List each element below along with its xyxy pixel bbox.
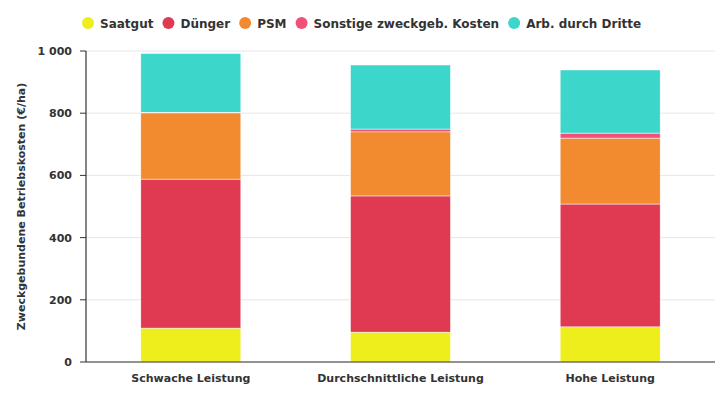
legend-label: Saatgut xyxy=(100,17,154,31)
tick-label: 400 xyxy=(49,232,72,245)
category-label: Schwache Leistung xyxy=(131,372,250,385)
tick-label: 800 xyxy=(49,107,72,120)
tick-label: 1 000 xyxy=(38,45,73,58)
bars xyxy=(141,53,660,362)
tick-mark xyxy=(80,237,86,238)
bar-segment xyxy=(141,179,241,328)
legend-marker xyxy=(296,17,308,29)
category-label: Durchschnittliche Leistung xyxy=(317,372,484,385)
legend-label: Arb. durch Dritte xyxy=(526,17,641,31)
legend-label: Dünger xyxy=(180,17,230,31)
y-axis-title: Zweckgebundene Betriebskosten (€/ha) xyxy=(15,83,28,330)
legend-marker xyxy=(162,17,174,29)
bar-segment xyxy=(141,328,241,362)
legend-marker xyxy=(239,17,251,29)
x-axis xyxy=(86,361,715,362)
bar-segment xyxy=(351,196,451,332)
bar-segment xyxy=(351,332,451,362)
chart: 0 200 400 600 800 1 000 Schwache Leistung Durch… xyxy=(0,0,725,400)
category-label: Hohe Leistung xyxy=(565,372,654,385)
bar-segment xyxy=(560,138,660,204)
bar-segment xyxy=(560,327,660,362)
grid-line xyxy=(86,51,715,52)
bar-segment xyxy=(351,65,451,129)
tick-label: 600 xyxy=(49,169,72,182)
bar-segment xyxy=(141,113,241,179)
legend-marker xyxy=(508,17,520,29)
legend-label: Sonstige zweckgeb. Kosten xyxy=(314,17,500,31)
tick-mark xyxy=(80,299,86,300)
tick-label: 0 xyxy=(64,356,72,369)
y-axis xyxy=(85,51,86,362)
tick-mark xyxy=(80,113,86,114)
tick-mark xyxy=(80,175,86,176)
tick-mark xyxy=(80,51,86,52)
bar-segment xyxy=(560,70,660,133)
tick-mark xyxy=(80,362,86,363)
bar-segment xyxy=(560,204,660,327)
tick-label: 200 xyxy=(49,294,72,307)
bar-segment xyxy=(351,129,451,132)
bar-segment xyxy=(560,133,660,138)
bar-segment xyxy=(351,132,451,196)
legend-marker xyxy=(82,17,94,29)
bar-segment xyxy=(141,53,241,112)
legend-label: PSM xyxy=(257,17,286,31)
grid-line xyxy=(86,362,715,363)
